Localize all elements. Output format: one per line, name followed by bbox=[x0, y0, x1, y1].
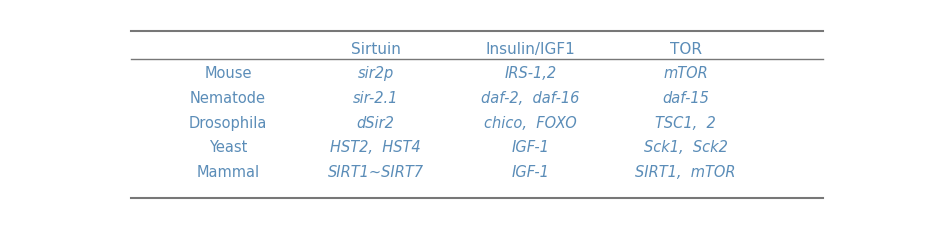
Text: daf-15: daf-15 bbox=[662, 91, 709, 106]
Text: Sck1,  Sck2: Sck1, Sck2 bbox=[644, 140, 727, 154]
Text: sir-2.1: sir-2.1 bbox=[353, 91, 398, 106]
Text: SIRT1~SIRT7: SIRT1~SIRT7 bbox=[327, 164, 424, 179]
Text: chico,  FOXO: chico, FOXO bbox=[485, 115, 577, 130]
Text: SIRT1,  mTOR: SIRT1, mTOR bbox=[635, 164, 736, 179]
Text: Mouse: Mouse bbox=[205, 66, 252, 81]
Text: IRS-1,2: IRS-1,2 bbox=[505, 66, 557, 81]
Text: Yeast: Yeast bbox=[208, 140, 247, 154]
Text: TSC1,  2: TSC1, 2 bbox=[656, 115, 716, 130]
Text: IGF-1: IGF-1 bbox=[512, 164, 550, 179]
Text: Nematode: Nematode bbox=[190, 91, 266, 106]
Text: TOR: TOR bbox=[670, 42, 701, 57]
Text: daf-2,  daf-16: daf-2, daf-16 bbox=[482, 91, 580, 106]
Text: HST2,  HST4: HST2, HST4 bbox=[330, 140, 421, 154]
Text: dSir2: dSir2 bbox=[357, 115, 394, 130]
Text: Drosophila: Drosophila bbox=[189, 115, 267, 130]
Text: sir2p: sir2p bbox=[358, 66, 393, 81]
Text: mTOR: mTOR bbox=[663, 66, 708, 81]
Text: Sirtuin: Sirtuin bbox=[351, 42, 401, 57]
Text: IGF-1: IGF-1 bbox=[512, 140, 550, 154]
Text: Insulin/IGF1: Insulin/IGF1 bbox=[485, 42, 576, 57]
Text: Mammal: Mammal bbox=[196, 164, 259, 179]
